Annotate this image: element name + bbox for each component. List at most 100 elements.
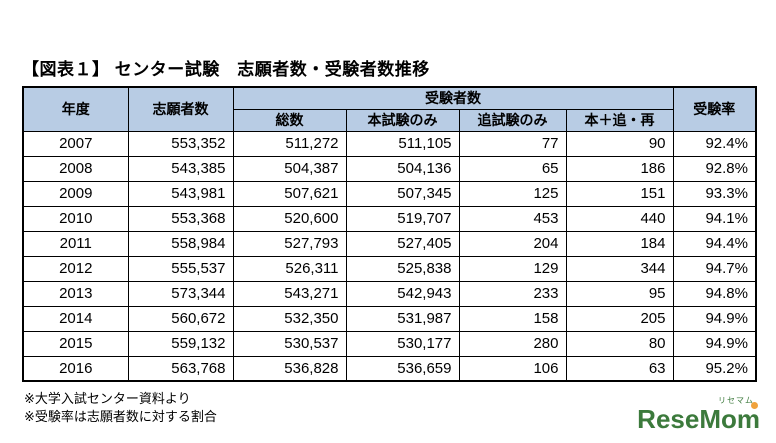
main-only-cell: 530,177: [345, 330, 460, 357]
table-row: 2010 553,368 520,600 519,707 453 440 94.1%: [22, 205, 757, 232]
main-plus-retake-cell: 95: [565, 280, 674, 307]
makeup-only-cell: 125: [458, 180, 567, 207]
main-plus-retake-cell: 63: [565, 355, 674, 382]
total-cell: 526,311: [232, 255, 347, 282]
header-main-plus-retake: 本＋追・再: [565, 108, 674, 132]
main-plus-retake-cell: 151: [565, 180, 674, 207]
table-row: 2009 543,981 507,621 507,345 125 151 93.3%: [22, 180, 757, 207]
header-examinees-group: 受験者数: [232, 86, 674, 110]
applicants-cell: 558,984: [127, 230, 234, 257]
main-plus-retake-cell: 440: [565, 205, 674, 232]
total-cell: 504,387: [232, 155, 347, 182]
rate-cell: 92.4%: [672, 130, 757, 157]
resemom-logo: リセマム ReseMom: [637, 395, 760, 433]
makeup-only-cell: 280: [458, 330, 567, 357]
makeup-only-cell: 158: [458, 305, 567, 332]
main-plus-retake-cell: 90: [565, 130, 674, 157]
header-rate: 受験率: [672, 86, 757, 132]
year-cell: 2011: [22, 230, 129, 257]
logo-ruby-text: リセマム: [718, 396, 754, 405]
rate-cell: 94.9%: [672, 330, 757, 357]
total-cell: 530,537: [232, 330, 347, 357]
main-only-cell: 536,659: [345, 355, 460, 382]
table-body: 2007 553,352 511,272 511,105 77 90 92.4% 2008 54…: [22, 130, 757, 382]
makeup-only-cell: 65: [458, 155, 567, 182]
header-makeup-only: 追試験のみ: [458, 108, 567, 132]
main-only-cell: 542,943: [345, 280, 460, 307]
header-main-only: 本試験のみ: [345, 108, 460, 132]
main-only-cell: 525,838: [345, 255, 460, 282]
main-only-cell: 519,707: [345, 205, 460, 232]
rate-cell: 95.2%: [672, 355, 757, 382]
makeup-only-cell: 106: [458, 355, 567, 382]
makeup-only-cell: 233: [458, 280, 567, 307]
year-cell: 2015: [22, 330, 129, 357]
year-cell: 2007: [22, 130, 129, 157]
logo-orange-dot-icon: [751, 402, 758, 409]
rate-cell: 94.7%: [672, 255, 757, 282]
makeup-only-cell: 204: [458, 230, 567, 257]
exam-stats-table: 年度 志願者数 受験者数 受験率 総数 本試験のみ 追試験のみ 本＋追・再 20…: [22, 86, 757, 382]
table-row: 2012 555,537 526,311 525,838 129 344 94.7%: [22, 255, 757, 282]
table-row: 2008 543,385 504,387 504,136 65 186 92.8%: [22, 155, 757, 182]
rate-cell: 94.4%: [672, 230, 757, 257]
table-row: 2014 560,672 532,350 531,987 158 205 94.9%: [22, 305, 757, 332]
applicants-cell: 573,344: [127, 280, 234, 307]
total-cell: 536,828: [232, 355, 347, 382]
rate-cell: 94.1%: [672, 205, 757, 232]
applicants-cell: 563,768: [127, 355, 234, 382]
total-cell: 507,621: [232, 180, 347, 207]
applicants-cell: 559,132: [127, 330, 234, 357]
header-row-1: 年度 志願者数 受験者数 受験率: [22, 86, 757, 132]
header-row-2: 総数 本試験のみ 追試験のみ 本＋追・再: [23, 108, 756, 132]
table-row: 2011 558,984 527,793 527,405 204 184 94.4%: [22, 230, 757, 257]
applicants-cell: 553,368: [127, 205, 234, 232]
year-cell: 2013: [22, 280, 129, 307]
table-row: 2013 573,344 543,271 542,943 233 95 94.8%: [22, 280, 757, 307]
table-row: 2015 559,132 530,537 530,177 280 80 94.9%: [22, 330, 757, 357]
footnote-definition: ※受験率は志願者数に対する割合: [24, 409, 217, 424]
total-cell: 511,272: [232, 130, 347, 157]
main-plus-retake-cell: 344: [565, 255, 674, 282]
makeup-only-cell: 129: [458, 255, 567, 282]
logo-wordmark: ReseMom: [637, 404, 760, 434]
year-cell: 2012: [22, 255, 129, 282]
header-total: 総数: [232, 108, 347, 132]
rate-cell: 94.8%: [672, 280, 757, 307]
table-header: 年度 志願者数 受験者数 受験率 総数 本試験のみ 追試験のみ 本＋追・再: [22, 86, 757, 132]
rate-cell: 93.3%: [672, 180, 757, 207]
total-cell: 532,350: [232, 305, 347, 332]
header-year: 年度: [22, 86, 129, 132]
main-only-cell: 504,136: [345, 155, 460, 182]
main-only-cell: 507,345: [345, 180, 460, 207]
total-cell: 543,271: [232, 280, 347, 307]
main-only-cell: 511,105: [345, 130, 460, 157]
main-plus-retake-cell: 80: [565, 330, 674, 357]
applicants-cell: 560,672: [127, 305, 234, 332]
footnotes: ※大学入試センター資料より ※受験率は志願者数に対する割合: [24, 390, 217, 426]
year-cell: 2016: [22, 355, 129, 382]
table-row: 2016 563,768 536,828 536,659 106 63 95.2%: [22, 355, 757, 382]
total-cell: 520,600: [232, 205, 347, 232]
main-plus-retake-cell: 186: [565, 155, 674, 182]
main-only-cell: 527,405: [345, 230, 460, 257]
rate-cell: 94.9%: [672, 305, 757, 332]
applicants-cell: 555,537: [127, 255, 234, 282]
applicants-cell: 543,981: [127, 180, 234, 207]
applicants-cell: 543,385: [127, 155, 234, 182]
main-plus-retake-cell: 205: [565, 305, 674, 332]
rate-cell: 92.8%: [672, 155, 757, 182]
applicants-cell: 553,352: [127, 130, 234, 157]
year-cell: 2008: [22, 155, 129, 182]
total-cell: 527,793: [232, 230, 347, 257]
figure-title: 【図表１】 センター試験 志願者数・受験者数推移: [22, 60, 430, 79]
year-cell: 2014: [22, 305, 129, 332]
makeup-only-cell: 453: [458, 205, 567, 232]
main-only-cell: 531,987: [345, 305, 460, 332]
footnote-source: ※大学入試センター資料より: [24, 391, 191, 406]
makeup-only-cell: 77: [458, 130, 567, 157]
table-row: 2007 553,352 511,272 511,105 77 90 92.4%: [22, 130, 757, 157]
header-applicants: 志願者数: [127, 86, 234, 132]
year-cell: 2010: [22, 205, 129, 232]
